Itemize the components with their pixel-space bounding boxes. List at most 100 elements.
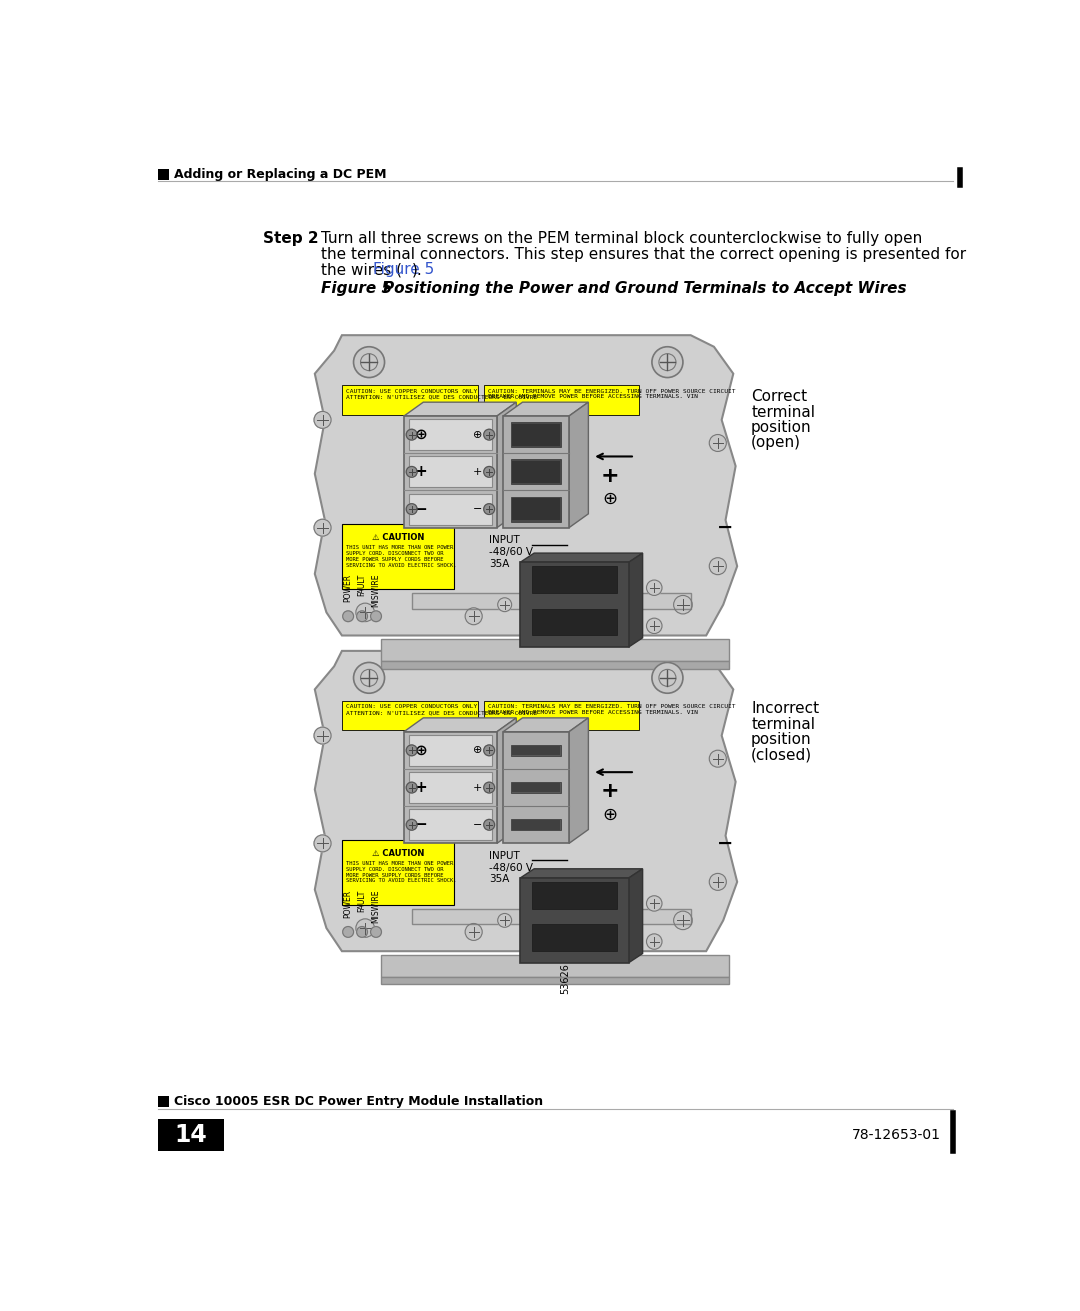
Circle shape (406, 745, 417, 755)
Polygon shape (503, 718, 589, 732)
Polygon shape (404, 718, 516, 732)
Bar (159, 1096, 170, 1106)
Text: Correct: Correct (751, 389, 807, 404)
Text: CAUTION: USE COPPER CONDUCTORS ONLY
ATTENTION: N'UTILISEZ QUE DES CONDUCTEURS EN: CAUTION: USE COPPER CONDUCTORS ONLY ATTE… (346, 704, 537, 714)
Bar (342, 524, 455, 589)
Circle shape (356, 611, 367, 621)
Bar (503, 416, 569, 528)
Text: INPUT
-48/60 V
35A: INPUT -48/60 V 35A (489, 851, 534, 885)
Polygon shape (497, 718, 516, 843)
Circle shape (484, 429, 495, 440)
Bar (521, 878, 629, 962)
Text: ⊕: ⊕ (603, 805, 618, 823)
Circle shape (465, 923, 482, 940)
Bar (511, 819, 562, 830)
Text: POWER: POWER (343, 890, 353, 918)
Circle shape (484, 467, 495, 477)
Text: 14: 14 (175, 1124, 207, 1147)
Circle shape (406, 783, 417, 793)
Text: (open): (open) (751, 435, 801, 451)
Circle shape (353, 662, 384, 694)
Bar (511, 497, 562, 522)
Text: CAUTION: TERMINALS MAY BE ENERGIZED. TURN OFF POWER SOURCE CIRCUIT
BREAKER AND R: CAUTION: TERMINALS MAY BE ENERGIZED. TUR… (488, 704, 735, 714)
Text: Adding or Replacing a DC PEM: Adding or Replacing a DC PEM (174, 168, 387, 181)
Bar (404, 732, 497, 843)
Text: −: − (415, 817, 428, 832)
Bar (531, 608, 617, 636)
Polygon shape (629, 553, 643, 648)
Bar (342, 385, 477, 414)
Text: Cisco 10005 ESR DC Power Entry Module Installation: Cisco 10005 ESR DC Power Entry Module In… (174, 1095, 543, 1108)
Circle shape (356, 919, 375, 937)
Bar (408, 735, 492, 766)
Text: 53626: 53626 (561, 962, 570, 994)
Bar (484, 701, 638, 730)
Bar (511, 422, 562, 447)
Circle shape (370, 611, 381, 621)
Bar (511, 459, 562, 484)
Text: ⚠ CAUTION: ⚠ CAUTION (372, 534, 424, 541)
Text: Step 2: Step 2 (262, 231, 319, 246)
Text: FAULT: FAULT (357, 574, 366, 597)
Polygon shape (503, 402, 589, 416)
Text: MISWIRE: MISWIRE (372, 574, 380, 607)
Bar (342, 701, 477, 730)
Circle shape (498, 598, 512, 612)
Text: Figure 5: Figure 5 (373, 262, 434, 277)
Text: ⊕: ⊕ (473, 430, 483, 439)
Circle shape (647, 619, 662, 633)
Text: −: − (415, 502, 428, 517)
Bar (512, 498, 559, 520)
Circle shape (710, 557, 727, 574)
Text: INPUT
-48/60 V
35A: INPUT -48/60 V 35A (489, 535, 534, 569)
Bar (484, 385, 638, 414)
Circle shape (406, 503, 417, 514)
Text: position: position (751, 732, 812, 747)
Text: Positioning the Power and Ground Terminals to Accept Wires: Positioning the Power and Ground Termina… (383, 282, 906, 296)
Circle shape (484, 503, 495, 514)
Text: Incorrect: Incorrect (751, 701, 820, 716)
Circle shape (406, 467, 417, 477)
Circle shape (370, 927, 381, 937)
Circle shape (342, 927, 353, 937)
Circle shape (314, 519, 332, 536)
Text: MISWIRE: MISWIRE (372, 890, 380, 923)
Text: Turn all three screws on the PEM terminal block counterclockwise to fully open: Turn all three screws on the PEM termina… (321, 231, 922, 246)
Circle shape (484, 745, 495, 755)
Bar (531, 924, 617, 952)
Text: (closed): (closed) (751, 747, 812, 762)
Circle shape (465, 608, 482, 625)
Circle shape (356, 927, 367, 937)
Bar (408, 809, 492, 840)
Text: THIS UNIT HAS MORE THAN ONE POWER
SUPPLY CORD. DISCONNECT TWO OR
MORE POWER SUPP: THIS UNIT HAS MORE THAN ONE POWER SUPPLY… (346, 545, 457, 568)
Bar (380, 640, 729, 661)
Bar (511, 781, 562, 793)
Bar (342, 839, 455, 905)
Circle shape (710, 873, 727, 890)
Circle shape (710, 434, 727, 451)
Bar (531, 882, 617, 909)
Circle shape (314, 412, 332, 429)
Bar (512, 819, 559, 830)
Circle shape (356, 603, 375, 621)
Text: the terminal connectors. This step ensures that the correct opening is presented: the terminal connectors. This step ensur… (321, 246, 967, 262)
Circle shape (652, 662, 683, 694)
Text: POWER: POWER (343, 574, 353, 602)
Polygon shape (521, 553, 643, 562)
Polygon shape (629, 869, 643, 962)
Text: the wires (: the wires ( (321, 262, 402, 277)
Bar (512, 461, 559, 482)
Text: +: + (415, 464, 428, 480)
Circle shape (647, 579, 662, 595)
Text: position: position (751, 420, 812, 435)
Bar (531, 566, 617, 593)
Circle shape (647, 933, 662, 949)
Circle shape (406, 429, 417, 440)
Bar (380, 661, 729, 669)
Circle shape (314, 835, 332, 852)
Polygon shape (521, 869, 643, 878)
Text: −: − (473, 505, 483, 514)
Circle shape (647, 895, 662, 911)
Bar (512, 423, 559, 446)
Bar (512, 783, 559, 792)
